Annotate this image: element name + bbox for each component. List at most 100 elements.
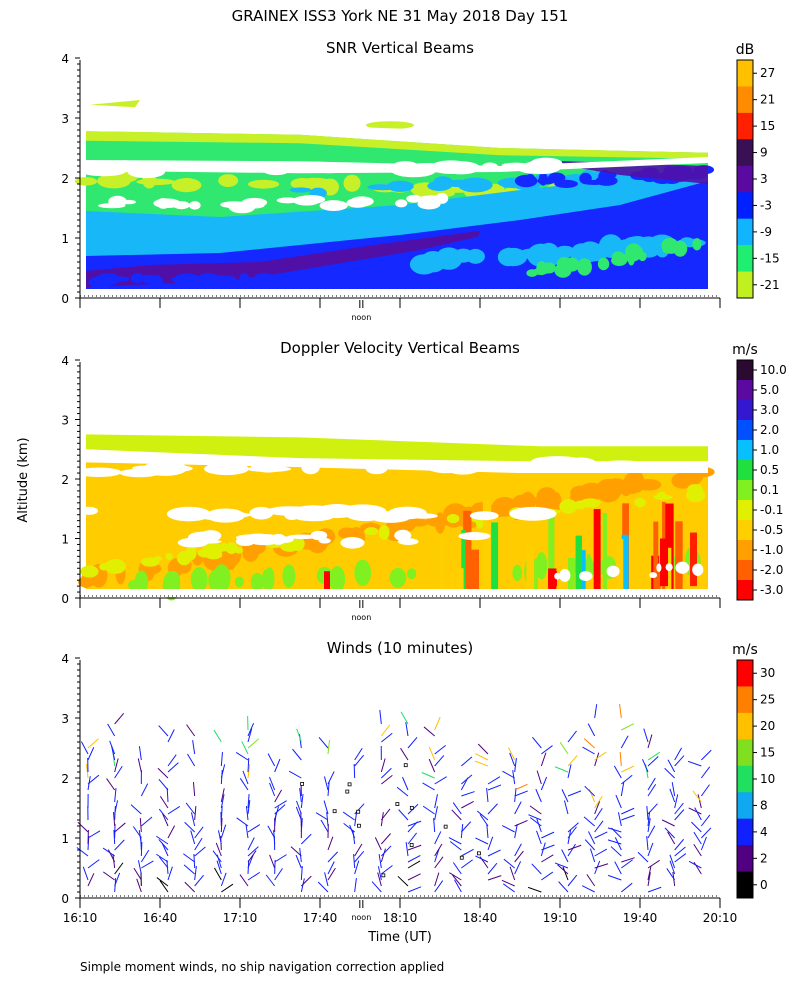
wind-barb — [647, 783, 657, 797]
snr-gap — [276, 197, 299, 204]
noon-label: noon — [351, 313, 371, 322]
colorbar-label: -9 — [760, 225, 772, 239]
snr-lime-patch — [343, 174, 361, 192]
x-tick-label: 18:10 — [383, 911, 418, 925]
wind-barb — [607, 874, 622, 881]
wind-barb — [700, 836, 707, 851]
colorbar-unit: dB — [736, 42, 755, 58]
doppler-orange-patch — [428, 516, 438, 527]
doppler-orange-patch — [551, 492, 562, 512]
wind-barb — [114, 862, 124, 875]
wind-barb — [646, 836, 649, 851]
colorbar-label: 30 — [760, 666, 775, 680]
snr-blank — [86, 118, 708, 151]
wind-barb — [87, 774, 100, 785]
wind-barb — [407, 832, 418, 845]
wind-barb — [422, 805, 435, 815]
doppler-streak — [471, 549, 480, 590]
wind-barb — [247, 738, 259, 749]
plot-area — [75, 365, 720, 601]
snr-lime-patch — [247, 179, 280, 189]
y-tick-label: 0 — [61, 892, 69, 906]
wind-barb — [158, 856, 169, 869]
doppler-gap — [301, 460, 320, 475]
snr-blue-patch — [95, 273, 121, 286]
colorbar-swatch — [737, 420, 753, 441]
doppler-orange-patch — [623, 472, 642, 495]
wind-barb — [584, 839, 596, 851]
wind-barb — [514, 801, 522, 815]
wind-barb — [295, 854, 302, 869]
wind-barb — [475, 855, 489, 863]
doppler-orange-patch — [636, 478, 662, 491]
doppler-streak — [594, 547, 599, 590]
doppler-yellow-patch — [80, 565, 99, 578]
colorbar-swatch — [737, 400, 753, 421]
wind-barb — [405, 722, 409, 737]
doppler-orange-patch — [434, 512, 446, 534]
doppler-yellow-patch — [225, 542, 238, 555]
wind-barb — [541, 831, 555, 839]
wind-barb — [536, 818, 542, 833]
doppler-blank — [80, 589, 720, 598]
snr-cyan-patch — [432, 176, 454, 191]
colorbar-label: 4 — [760, 825, 768, 839]
wind-barb — [323, 776, 329, 791]
wind-barb — [86, 764, 89, 779]
wind-barb — [451, 809, 462, 821]
wind-barb — [167, 754, 177, 767]
doppler-yellow-patch — [234, 547, 244, 554]
wind-barb — [158, 808, 169, 821]
wind-barb — [269, 854, 276, 869]
x-tick-label: 18:40 — [463, 911, 498, 925]
wind-barb — [193, 853, 196, 869]
wind-barb — [354, 850, 365, 863]
doppler-orange-patch — [540, 491, 556, 513]
panel-title: Winds (10 minutes) — [327, 639, 474, 657]
colorbar-label: 2 — [760, 851, 768, 865]
wind-barb — [77, 821, 89, 833]
wind-barb — [535, 788, 542, 803]
doppler-green-patch — [354, 559, 372, 586]
wind-barb — [452, 874, 462, 887]
wind-barb — [507, 747, 516, 761]
doppler-gap — [160, 465, 193, 472]
x-tick-label: 19:10 — [543, 911, 578, 925]
wind-barb — [247, 824, 261, 833]
wind-missing-marker — [403, 763, 408, 768]
wind-barb — [691, 821, 702, 833]
wind-barb — [320, 819, 329, 833]
wind-barb — [529, 805, 542, 815]
wind-barb — [269, 776, 276, 791]
snr-lime-patch — [74, 177, 98, 186]
wind-barb — [529, 817, 542, 827]
doppler-gap — [559, 568, 571, 582]
wind-barb — [158, 839, 169, 851]
doppler-yellow-patch — [112, 563, 123, 570]
wind-barb — [380, 833, 391, 845]
colorbar-swatch — [737, 86, 753, 114]
wind-barb — [647, 866, 652, 881]
x-tick-label: 16:40 — [143, 911, 178, 925]
snr-cyan-patch — [503, 247, 515, 262]
wind-barb — [687, 760, 702, 767]
wind-barb — [114, 800, 119, 815]
doppler-gap — [692, 565, 700, 572]
snr-green-patch — [536, 261, 547, 276]
wind-barb — [621, 723, 635, 731]
wind-barb — [352, 830, 356, 845]
wind-barb — [295, 806, 302, 821]
wind-barb — [647, 872, 651, 887]
wind-barb — [647, 777, 656, 791]
doppler-gap — [601, 460, 640, 467]
wind-barb — [422, 782, 435, 791]
wind-barb — [114, 839, 125, 851]
wind-missing-marker — [395, 802, 400, 806]
wind-barb — [647, 803, 658, 815]
colorbar-label: -21 — [760, 278, 780, 292]
wind-barb — [300, 794, 304, 809]
wind-barb — [557, 864, 569, 875]
doppler-gap — [338, 504, 387, 519]
wind-barb — [317, 881, 329, 893]
wind-barb — [407, 820, 422, 827]
